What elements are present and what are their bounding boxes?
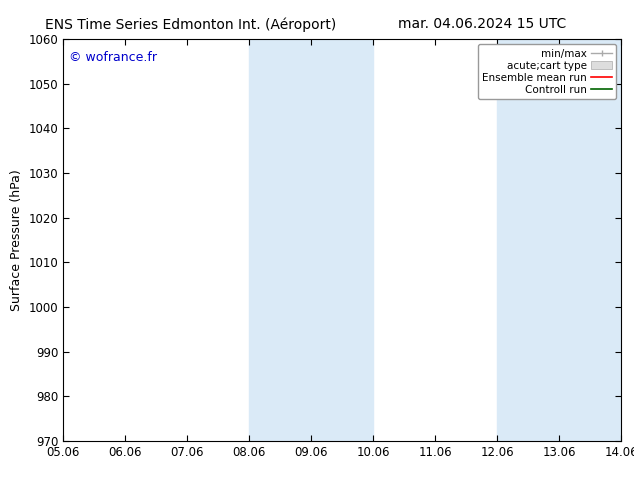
Legend: min/max, acute;cart type, Ensemble mean run, Controll run: min/max, acute;cart type, Ensemble mean …	[478, 45, 616, 99]
Text: ENS Time Series Edmonton Int. (Aéroport): ENS Time Series Edmonton Int. (Aéroport)	[44, 17, 336, 32]
Bar	[311, 39, 373, 441]
Text: mar. 04.06.2024 15 UTC: mar. 04.06.2024 15 UTC	[398, 17, 566, 31]
Bar	[249, 39, 311, 441]
Bar	[497, 39, 559, 441]
Y-axis label: Surface Pressure (hPa): Surface Pressure (hPa)	[10, 169, 23, 311]
Text: © wofrance.fr: © wofrance.fr	[69, 51, 157, 64]
Bar	[559, 39, 621, 441]
